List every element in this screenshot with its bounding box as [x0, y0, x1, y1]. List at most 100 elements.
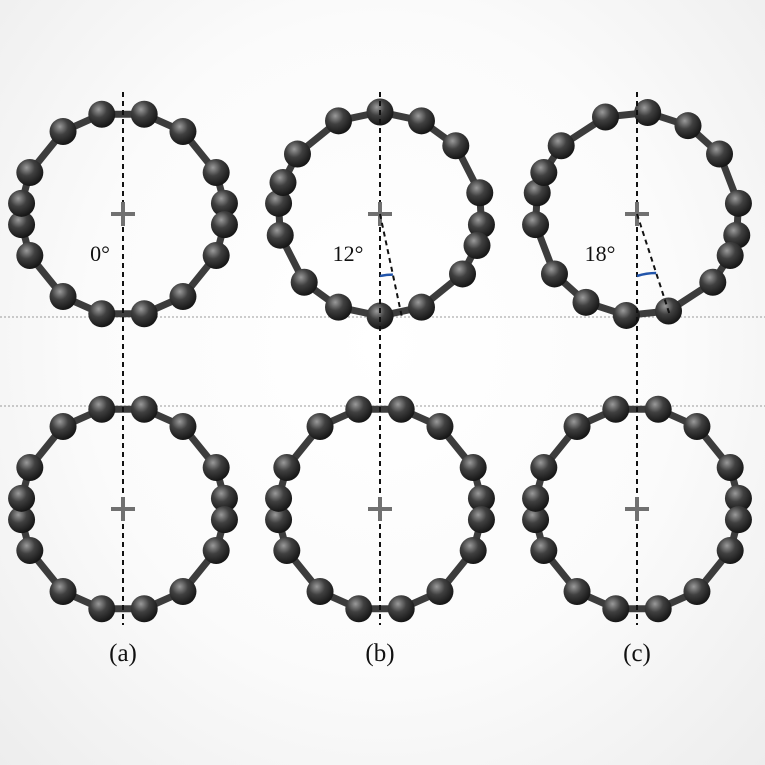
atom: [49, 117, 77, 145]
atom-group: [265, 98, 495, 330]
center-marker: [111, 497, 135, 521]
atom: [723, 221, 751, 249]
atom: [683, 578, 711, 606]
atom: [387, 395, 415, 423]
atom: [683, 412, 711, 440]
atom-group: [522, 395, 752, 623]
atom: [169, 117, 197, 145]
atom: [325, 293, 353, 321]
atom: [563, 412, 591, 440]
atom: [130, 595, 158, 623]
atom: [130, 395, 158, 423]
atom: [387, 595, 415, 623]
atom: [716, 454, 744, 482]
atom: [269, 168, 297, 196]
atom: [522, 506, 550, 534]
atom: [265, 189, 293, 217]
panel-label-b: (b): [365, 640, 395, 667]
atom: [724, 189, 752, 217]
atom: [706, 140, 734, 168]
atom: [716, 241, 744, 269]
panel-label-c: (c): [623, 640, 651, 667]
ring-bottom-2: [265, 395, 495, 623]
angle-arc-2: [379, 273, 393, 278]
atom: [345, 595, 373, 623]
atom-group: [522, 99, 752, 329]
atom: [283, 140, 311, 168]
atom: [644, 395, 672, 423]
tilt-line-2: [379, 213, 403, 316]
angle-label-b: 12°: [332, 241, 364, 266]
atom: [591, 103, 619, 131]
tilt-indicators: [379, 213, 671, 316]
atom: [547, 132, 575, 160]
atom: [724, 484, 752, 512]
atom: [169, 578, 197, 606]
atom: [407, 107, 435, 135]
atom: [563, 578, 591, 606]
atom: [273, 536, 301, 564]
atom: [366, 302, 394, 330]
tilt-line-3: [636, 213, 671, 314]
atom: [699, 268, 727, 296]
atom: [530, 454, 558, 482]
atom: [724, 506, 752, 534]
atom: [674, 112, 702, 140]
atom: [88, 100, 116, 128]
atom: [169, 283, 197, 311]
atom: [265, 506, 293, 534]
atom: [290, 268, 318, 296]
atom: [522, 211, 550, 239]
atom: [602, 395, 630, 423]
atom: [266, 221, 294, 249]
atom: [210, 211, 238, 239]
atom: [8, 506, 36, 534]
atom: [49, 578, 77, 606]
center-marker: [111, 202, 135, 226]
atom: [202, 454, 230, 482]
atom: [16, 454, 44, 482]
atom: [8, 189, 36, 217]
ring-structures: [8, 98, 752, 623]
atom: [88, 395, 116, 423]
atom: [467, 211, 495, 239]
atom: [459, 536, 487, 564]
atom: [407, 293, 435, 321]
atom: [202, 536, 230, 564]
atom: [16, 241, 44, 269]
atom: [210, 484, 238, 512]
atom-group: [8, 100, 238, 328]
center-marker: [368, 497, 392, 521]
atom-group: [265, 395, 495, 623]
atom: [644, 595, 672, 623]
ring-top-3: [522, 99, 752, 329]
atom: [602, 595, 630, 623]
ring-bottom-3: [522, 395, 752, 623]
atom: [49, 412, 77, 440]
atom: [466, 179, 494, 207]
atom: [202, 159, 230, 187]
atom-group: [8, 395, 238, 623]
atom: [16, 159, 44, 187]
angle-arc-3: [636, 271, 657, 278]
atom: [540, 260, 568, 288]
atom: [612, 301, 640, 329]
angle-label-c: 18°: [584, 241, 616, 266]
atom: [202, 241, 230, 269]
atom: [530, 159, 558, 187]
vertical-axis-lines: [122, 92, 638, 625]
atom: [325, 107, 353, 135]
atom: [345, 395, 373, 423]
atom: [449, 260, 477, 288]
atom: [716, 536, 744, 564]
panel-label-a: (a): [109, 640, 137, 667]
ring-top-1: [8, 100, 238, 328]
atom: [88, 595, 116, 623]
atom: [8, 211, 36, 239]
atom: [523, 179, 551, 207]
atom: [522, 484, 550, 512]
atom: [273, 454, 301, 482]
atom: [306, 578, 334, 606]
